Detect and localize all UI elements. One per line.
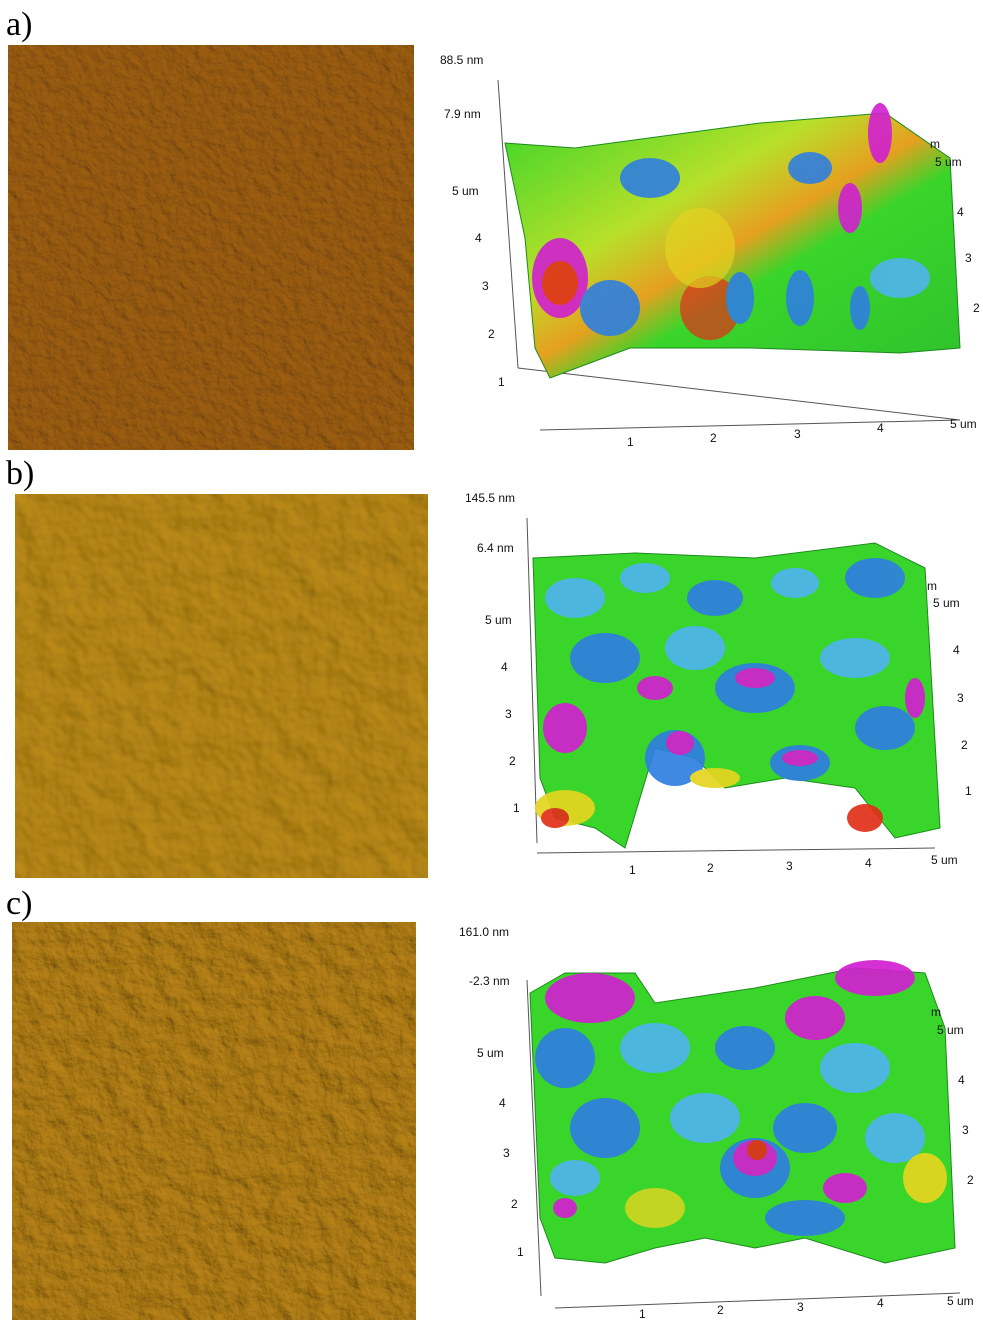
x-tick-c-0: 1 [639,1307,646,1320]
right-tick-c-3: 3 [962,1123,969,1137]
x-tick-b-0: 1 [629,863,636,877]
surface-plot-c: 161.0 nm -2.3 nm 5 um 4 3 2 1 1 2 3 4 5 … [459,925,974,1320]
right-tick-b-4: 2 [961,738,968,752]
right-tick-c-4: 2 [967,1173,974,1187]
afm-image-c [12,922,416,1320]
right-tick-b-3: 3 [957,691,964,705]
right-tick-b-5: 1 [965,784,972,798]
x-tick-c-4: 5 um [947,1294,974,1308]
right-tick-c-2: 4 [958,1073,965,1087]
x-tick-b-2: 3 [786,859,793,873]
x-tick-c-2: 3 [797,1300,804,1314]
right-tick-b-0: m [927,579,937,593]
y-tick-c-3: 2 [511,1197,518,1211]
right-tick-b-1: 5 um [933,596,960,610]
axis-box-b [526,517,936,854]
features-a [532,103,930,340]
z-max-label-b: 145.5 nm [465,491,515,505]
y-tick-a-3: 2 [488,327,495,341]
y-tick-c-0: 5 um [477,1046,504,1060]
z-min-label-a: 7.9 nm [444,107,481,121]
right-tick-c-1: 5 um [937,1023,964,1037]
y-tick-c-2: 3 [503,1146,510,1160]
y-tick-c-4: 1 [517,1245,524,1259]
y-tick-b-2: 3 [505,707,512,721]
y-tick-a-4: 1 [498,375,505,389]
x-tick-a-3: 4 [877,421,884,435]
y-tick-b-1: 4 [501,660,508,674]
x-tick-b-1: 2 [707,861,714,875]
z-max-label-a: 88.5 nm [440,53,483,67]
y-tick-b-3: 2 [509,754,516,768]
right-tick-b-2: 4 [953,643,960,657]
y-tick-a-2: 3 [482,279,489,293]
features-c [535,960,947,1236]
panel-a-label: a) [6,6,33,43]
axis-box-a [497,79,961,431]
surface-plot-b: 145.5 nm 6.4 nm 5 um 4 3 2 1 1 2 3 4 5 u… [465,491,972,877]
afm-image-b [15,494,428,878]
y-tick-a-1: 4 [475,231,482,245]
x-tick-b-4: 5 um [931,853,958,867]
surface-plot-a: 88.5 nm 7.9 nm 5 um 4 3 2 1 1 2 3 4 5 um… [440,53,980,449]
right-tick-a-3: 3 [965,251,972,265]
y-tick-c-1: 4 [499,1096,506,1110]
y-tick-a-0: 5 um [452,184,479,198]
z-min-label-c: -2.3 nm [469,974,510,988]
z-max-label-c: 161.0 nm [459,925,509,939]
x-tick-a-0: 1 [627,435,634,449]
right-tick-a-1: 5 um [935,155,962,169]
right-tick-a-4: 2 [973,301,980,315]
x-tick-b-3: 4 [865,856,872,870]
right-tick-c-0: m [931,1005,941,1019]
z-min-label-b: 6.4 nm [477,541,514,555]
x-tick-a-4: 5 um [950,417,977,431]
x-tick-a-2: 3 [794,427,801,441]
panel-c-label: c) [6,885,33,922]
axis-box-c [526,979,961,1309]
x-tick-c-1: 2 [717,1303,724,1317]
x-tick-a-1: 2 [710,431,717,445]
features-b [535,558,925,832]
afm-image-a [8,45,414,450]
panel-b-label: b) [6,455,35,492]
y-tick-b-0: 5 um [485,613,512,627]
y-tick-b-4: 1 [513,801,520,815]
right-tick-a-2: 4 [957,205,964,219]
x-tick-c-3: 4 [877,1296,884,1310]
right-tick-a-0: m [930,137,940,151]
